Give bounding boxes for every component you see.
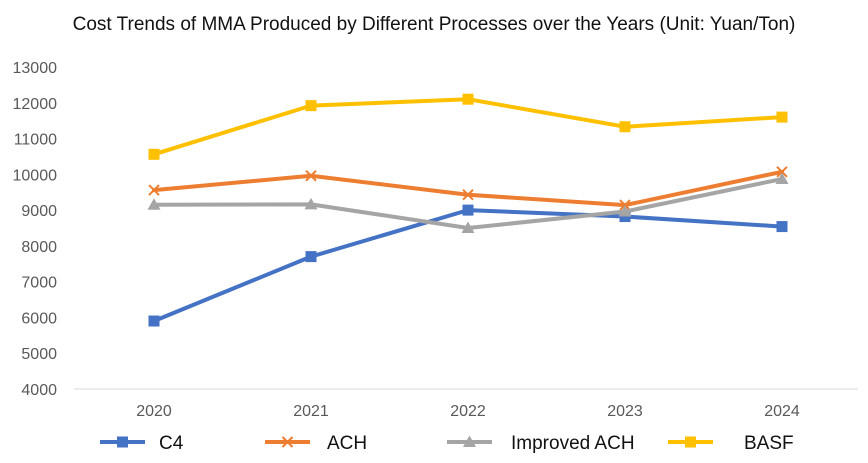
y-tick-label-4000: 4000 xyxy=(21,382,57,399)
legend-label: C4 xyxy=(159,433,184,454)
legend-item-improved-ach: Improved ACH xyxy=(447,433,635,454)
data-point-2023 xyxy=(619,121,631,133)
legend-item-basf: BASF xyxy=(668,433,794,454)
legend-item-ach: ACH xyxy=(265,433,367,454)
legend-marker xyxy=(463,435,476,447)
data-point-2023 xyxy=(619,211,631,223)
data-point-2021 xyxy=(305,251,317,263)
y-tick-label-8000: 8000 xyxy=(21,239,57,256)
x-tick-label-2023: 2023 xyxy=(607,403,643,420)
x-tick-label-2024: 2024 xyxy=(764,403,800,420)
legend-marker xyxy=(281,436,294,448)
data-point-2021 xyxy=(304,197,318,210)
y-tick-label-11000: 11000 xyxy=(14,132,57,149)
data-point-2020 xyxy=(148,315,160,327)
series-basf xyxy=(148,93,788,160)
legend-label: BASF xyxy=(744,433,794,454)
x-tick-label-2022: 2022 xyxy=(450,403,486,420)
data-point-2020 xyxy=(148,148,160,160)
y-tick-label-10000: 10000 xyxy=(13,167,58,184)
legend-label: Improved ACH xyxy=(511,433,635,454)
y-tick-label-5000: 5000 xyxy=(21,346,57,363)
data-point-2023 xyxy=(618,205,632,217)
legend-marker xyxy=(117,436,128,448)
series-improved-ach xyxy=(147,172,789,233)
y-tick-label-7000: 7000 xyxy=(21,275,57,292)
data-point-2021 xyxy=(305,170,317,182)
legend-label: ACH xyxy=(327,433,367,454)
series-c4 xyxy=(148,204,788,327)
data-point-2024 xyxy=(775,172,789,184)
x-tick-label-2021: 2021 xyxy=(293,403,329,420)
data-point-2020 xyxy=(147,198,161,210)
series-line xyxy=(152,97,784,157)
data-point-2024 xyxy=(776,166,788,178)
data-point-2022 xyxy=(461,221,475,233)
y-tick-label-12000: 12000 xyxy=(13,96,58,113)
data-point-2024 xyxy=(776,221,788,233)
y-tick-label-9000: 9000 xyxy=(21,203,57,220)
data-point-2020 xyxy=(148,184,160,196)
data-point-2022 xyxy=(462,93,474,105)
chart-title: Cost Trends of MMA Produced by Different… xyxy=(72,14,796,35)
y-tick-label-6000: 6000 xyxy=(21,310,57,327)
data-point-2022 xyxy=(462,204,474,216)
legend-item-c4: C4 xyxy=(100,433,184,454)
data-point-2022 xyxy=(462,189,474,201)
y-tick-label-13000: 13000 xyxy=(13,60,58,77)
x-tick-label-2020: 2020 xyxy=(136,403,172,420)
data-point-2021 xyxy=(305,100,317,112)
legend-marker xyxy=(685,436,696,448)
data-point-2024 xyxy=(776,111,788,123)
